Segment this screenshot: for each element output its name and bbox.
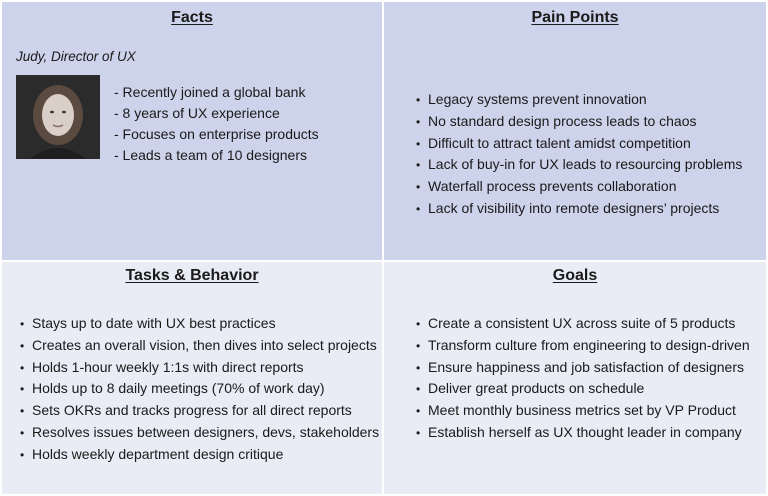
- goals-panel: Goals Create a consistent UX across suit…: [384, 262, 766, 494]
- goals-list: Create a consistent UX across suite of 5…: [416, 313, 750, 444]
- tasks-panel: Tasks & Behavior Stays up to date with U…: [2, 262, 382, 494]
- list-item: - Leads a team of 10 designers: [114, 147, 308, 163]
- pain-points-panel: Pain Points Legacy systems prevent innov…: [384, 2, 766, 260]
- tasks-title: Tasks & Behavior: [125, 267, 259, 284]
- tasks-list: Stays up to date with UX best practices …: [20, 313, 379, 466]
- list-item: Difficult to attract talent amidst compe…: [416, 133, 742, 155]
- list-item: Transform culture from engineering to de…: [416, 335, 750, 357]
- persona-name: Judy, Director of UX: [16, 49, 136, 64]
- list-item: Lack of visibility into remote designers…: [416, 198, 742, 220]
- goals-title: Goals: [552, 267, 598, 284]
- list-item: Meet monthly business metrics set by VP …: [416, 400, 750, 422]
- list-item: Establish herself as UX thought leader i…: [416, 422, 750, 444]
- facts-list: - Recently joined a global bank - 8 year…: [114, 82, 319, 166]
- list-item: - Recently joined a global bank: [114, 84, 306, 100]
- list-item: Waterfall process prevents collaboration: [416, 176, 742, 198]
- list-item: Holds weekly department design critique: [20, 444, 379, 466]
- list-item: Lack of buy-in for UX leads to resourcin…: [416, 154, 742, 176]
- pain-points-list: Legacy systems prevent innovation No sta…: [416, 89, 742, 220]
- facts-title: Facts: [171, 9, 213, 26]
- list-item: No standard design process leads to chao…: [416, 111, 742, 133]
- persona-photo-icon: [16, 75, 100, 159]
- list-item: Legacy systems prevent innovation: [416, 89, 742, 111]
- list-item: Holds 1-hour weekly 1:1s with direct rep…: [20, 357, 379, 379]
- pain-points-title: Pain Points: [531, 9, 619, 26]
- list-item: Sets OKRs and tracks progress for all di…: [20, 400, 379, 422]
- list-item: Stays up to date with UX best practices: [20, 313, 379, 335]
- list-item: Ensure happiness and job satisfaction of…: [416, 357, 750, 379]
- list-item: - 8 years of UX experience: [114, 105, 280, 121]
- list-item: Holds up to 8 daily meetings (70% of wor…: [20, 378, 379, 400]
- avatar: [16, 75, 100, 159]
- list-item: Create a consistent UX across suite of 5…: [416, 313, 750, 335]
- list-item: Creates an overall vision, then dives in…: [20, 335, 379, 357]
- list-item: Deliver great products on schedule: [416, 378, 750, 400]
- list-item: - Focuses on enterprise products: [114, 126, 319, 142]
- facts-panel: Facts Judy, Director of UX - Recently jo…: [2, 2, 382, 260]
- list-item: Resolves issues between designers, devs,…: [20, 422, 379, 444]
